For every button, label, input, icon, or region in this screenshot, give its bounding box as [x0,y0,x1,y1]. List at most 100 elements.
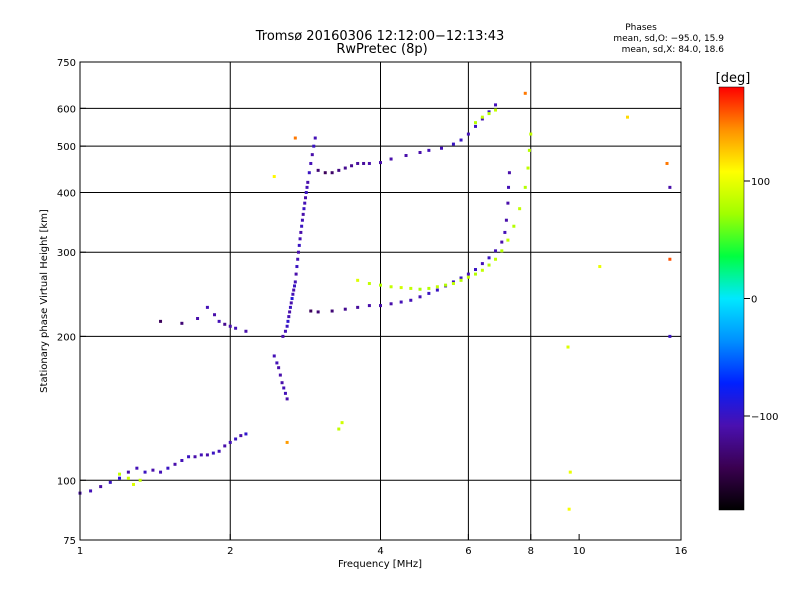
data-point [668,185,672,189]
data-point [459,276,463,280]
data-point [303,196,307,200]
data-point [313,136,317,140]
data-point [480,262,484,266]
data-point [297,243,301,247]
data-point [506,201,510,205]
data-point [312,144,316,148]
data-point [173,462,177,466]
data-point [309,309,313,313]
data-point [291,292,295,296]
data-point [494,249,498,253]
data-point [234,437,238,441]
colorbar-ticks: 100 0 −100 [744,177,778,423]
data-point [287,315,291,319]
colorbar-tick-label: 0 [751,295,757,306]
data-point [281,334,285,338]
data-point [213,313,217,317]
data-point [288,305,292,309]
data-point [399,300,403,304]
x-tick-label: 4 [377,546,383,557]
y-tick-label: 200 [57,332,76,343]
data-point [223,322,227,326]
y-axis-label: Stationary phase Virtual Height [km] [39,209,50,393]
colorbar-label: [deg] [716,71,751,86]
data-point [234,326,238,330]
data-point [211,451,215,455]
data-point [289,301,293,305]
data-point [303,201,307,205]
data-point [180,458,184,462]
data-point [427,286,431,290]
data-point [292,288,296,292]
data-point [480,117,484,121]
data-point [444,283,448,287]
data-point [440,146,444,150]
data-point [356,161,360,165]
data-point [389,285,393,289]
data-point [506,238,510,242]
data-point [494,257,498,261]
data-point [526,166,530,170]
data-point [409,298,413,302]
x-axis-label: Frequency [MHz] [338,559,422,570]
x-tick-label: 6 [465,546,471,557]
data-point [337,427,341,431]
data-point [487,256,491,260]
data-point [487,112,491,116]
y-tick-label: 600 [57,104,76,115]
data-point [239,434,243,438]
data-point [126,470,130,474]
colorbar [718,86,745,511]
data-point [199,453,203,457]
data-point [367,161,371,165]
data-point [500,240,504,244]
data-point [473,268,477,272]
data-point [399,286,403,290]
data-point [292,284,296,288]
data-point [418,150,422,154]
data-point [296,250,300,254]
data-point [290,297,294,301]
data-point [282,386,286,390]
data-point [529,132,533,136]
y-axis-ticks: 75 100 200 300 400 500 600 750 [57,58,86,547]
y-tick-label: 75 [63,536,76,547]
data-point [435,288,439,292]
data-point [135,466,139,470]
data-point [389,302,393,306]
data-point [180,321,184,325]
data-point [330,309,334,313]
x-tick-label: 8 [528,546,534,557]
data-point [466,132,470,136]
data-point [473,121,477,125]
data-point [523,91,527,95]
x-tick-label: 1 [77,546,83,557]
data-point [304,190,308,194]
data-point [665,161,669,165]
data-point [283,391,287,395]
data-point [159,470,163,474]
data-point [108,480,112,484]
data-point [504,218,508,222]
data-point [285,440,289,444]
data-point [187,455,191,459]
data-point [487,110,491,114]
grid [80,62,681,540]
data-point [293,136,297,140]
data-point [193,455,197,459]
data-point [288,310,292,314]
data-point [166,466,170,470]
data-point [459,278,463,282]
data-point [356,278,360,282]
data-point [668,334,672,338]
data-point [205,305,209,309]
data-point [418,287,422,291]
x-tick-label: 2 [227,546,233,557]
data-point [285,324,289,328]
data-point [277,366,281,370]
data-point [523,185,527,189]
data-point [293,280,297,284]
x-tick-label: 10 [573,546,586,557]
data-point [294,272,298,276]
